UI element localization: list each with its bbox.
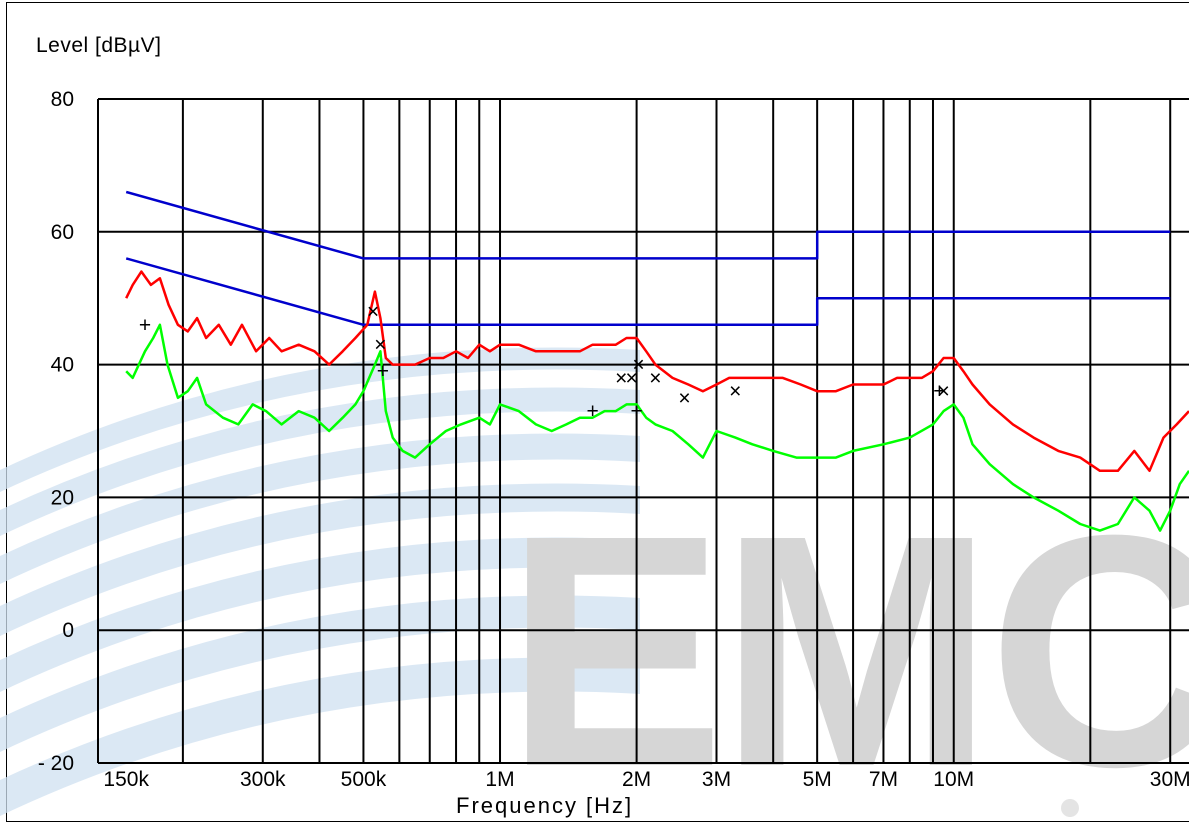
peak-marker-6: ×	[625, 367, 637, 390]
peak-marker-1: ×	[367, 300, 379, 323]
x-tick-label-5M: 5M	[803, 768, 832, 791]
x-tick-label-500k: 500k	[341, 768, 387, 791]
x-tick-label-10M: 10M	[933, 768, 974, 791]
series-average-3	[125, 323, 1189, 532]
peak-marker-13: ×	[938, 380, 950, 403]
peak-marker-7: ×	[632, 354, 644, 377]
y-tick-label-60: 60	[51, 221, 74, 244]
emc-watermark-logo: EMC	[0, 347, 1189, 825]
x-tick-label-300k: 300k	[240, 768, 286, 791]
y-axis-label: Level [dBµV]	[36, 34, 162, 57]
peak-marker-3: +	[377, 360, 389, 383]
watermark-dot	[1061, 799, 1079, 817]
x-tick-label-7M: 7M	[869, 768, 898, 791]
y-tick-label--20: - 20	[38, 752, 74, 775]
series-limit-1	[125, 257, 1171, 327]
x-tick-label-150k: 150k	[103, 768, 149, 791]
series-limit-0	[125, 190, 1171, 260]
series-peak-2	[125, 270, 1189, 473]
marker-layer: +××++×××+×× × +×	[139, 300, 950, 423]
peak-marker-4: +	[587, 400, 599, 423]
peak-marker-8: +	[630, 400, 642, 423]
x-tick-label-1M: 1M	[485, 768, 514, 791]
peak-marker-2: ×	[374, 334, 386, 357]
peak-marker-5: ×	[615, 367, 627, 390]
peak-marker-10: ×	[678, 387, 690, 410]
chart-frame	[6, 2, 1189, 822]
y-tick-label-80: 80	[51, 88, 74, 111]
y-tick-label-0: 0	[62, 619, 74, 642]
peak-marker-11: ×	[729, 380, 741, 403]
x-tick-label-2M: 2M	[622, 768, 651, 791]
y-tick-label-20: 20	[51, 486, 74, 509]
peak-marker-9: ×	[649, 367, 661, 390]
peak-marker-0: +	[139, 314, 151, 337]
series-layer	[125, 190, 1189, 532]
x-tick-label-3M: 3M	[702, 768, 731, 791]
watermark-text: EMC	[505, 466, 1189, 825]
peak-marker-12: +	[933, 380, 945, 403]
x-tick-label-30M: 30M	[1150, 768, 1189, 791]
y-tick-label-40: 40	[51, 354, 74, 377]
axes: - 20 0 20 40 60 80 150k 300k 500k 1M 2M 3M 5M 7M 10M 30…	[38, 88, 1189, 791]
x-axis-label: Frequency [Hz]	[456, 793, 634, 818]
